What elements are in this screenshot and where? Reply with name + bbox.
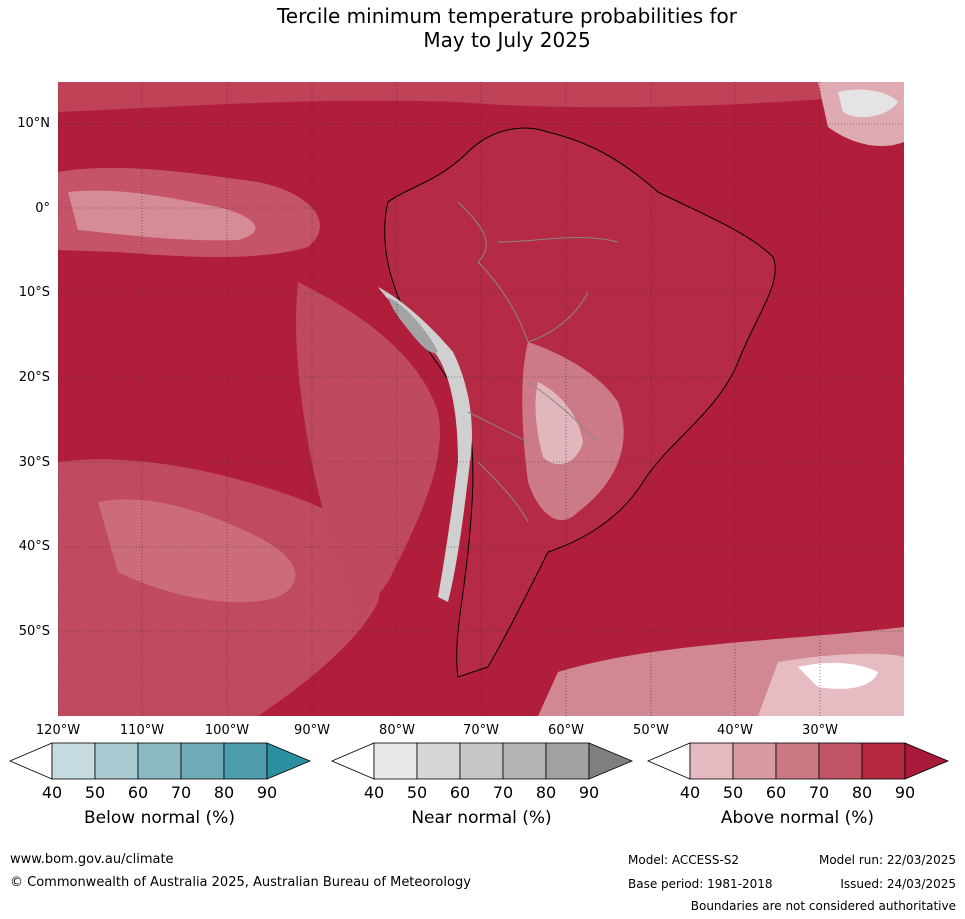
graticule — [58, 82, 904, 716]
footer-disclaimer: Boundaries are not considered authoritat… — [690, 899, 956, 913]
lon-label-120w: 120°W — [35, 723, 81, 738]
pacific-light-patch — [68, 190, 256, 241]
lat-label-0: 0° — [35, 201, 50, 216]
below-normal-swatch-3 — [137, 742, 182, 780]
above-normal-label: Above normal (%) — [720, 808, 875, 828]
below-normal-tick-40: 40 — [41, 783, 63, 802]
south-pacific-light — [98, 499, 296, 603]
footer-base-period: Base period: 1981-2018 — [628, 877, 773, 891]
above-normal-colorbar — [647, 742, 950, 780]
below-normal-swatch-min — [9, 742, 53, 780]
near-normal-swatch-5 — [545, 742, 590, 780]
map-svg — [58, 82, 904, 716]
lon-label-70w: 70°W — [463, 723, 499, 738]
near-normal-swatch-3 — [459, 742, 504, 780]
near-normal-swatch-4 — [502, 742, 547, 780]
footer-model: Model: ACCESS-S2 — [628, 853, 740, 867]
below-normal-swatch-4 — [180, 742, 225, 780]
near-normal-tick-70: 70 — [492, 783, 514, 802]
above-normal-swatch-3 — [775, 742, 820, 780]
above-normal-swatch-4 — [818, 742, 863, 780]
below-normal-label: Below normal (%) — [84, 808, 235, 828]
inland-pale-region — [535, 382, 583, 465]
near-normal-tick-40: 40 — [363, 783, 385, 802]
above-normal-tick-80: 80 — [851, 783, 873, 802]
above-normal-swatch-max — [904, 742, 950, 780]
south-atlantic-white — [798, 662, 878, 689]
near-normal-tick-50: 50 — [406, 783, 428, 802]
lon-label-110w: 110°W — [119, 723, 165, 738]
lat-label-50s: 50°S — [18, 624, 50, 639]
below-normal-tick-70: 70 — [170, 783, 192, 802]
above-normal-tick-40: 40 — [679, 783, 701, 802]
title-line-2: May to July 2025 — [423, 28, 591, 52]
lat-label-10n: 10°N — [17, 116, 50, 131]
near-normal-swatch-2 — [416, 742, 461, 780]
andes-near-normal — [378, 287, 473, 602]
near-normal-swatch-max — [588, 742, 634, 780]
below-normal-swatch-max — [266, 742, 312, 780]
footer-model-run: Model run: 22/03/2025 — [818, 853, 956, 867]
lon-label-60w: 60°W — [548, 723, 584, 738]
below-normal-tick-60: 60 — [127, 783, 149, 802]
above-normal-tick-70: 70 — [808, 783, 830, 802]
below-normal-tick-50: 50 — [84, 783, 106, 802]
lon-label-50w: 50°W — [633, 723, 669, 738]
lat-label-20s: 20°S — [18, 370, 50, 385]
below-normal-tick-90: 90 — [256, 783, 278, 802]
lon-label-40w: 40°W — [717, 723, 753, 738]
below-normal-swatch-5 — [223, 742, 268, 780]
below-normal-tick-80: 80 — [213, 783, 235, 802]
near-normal-tick-90: 90 — [578, 783, 600, 802]
lon-label-30w: 30°W — [802, 723, 838, 738]
map-title: Tercile minimum temperature probabilitie… — [0, 4, 965, 52]
footer-website: www.bom.gov.au/climate — [10, 852, 174, 867]
probability-map — [58, 82, 904, 716]
title-line-1: Tercile minimum temperature probabilitie… — [276, 4, 738, 28]
above-normal-tick-60: 60 — [765, 783, 787, 802]
below-normal-swatch-2 — [94, 742, 139, 780]
above-normal-tick-90: 90 — [894, 783, 916, 802]
below-normal-colorbar — [9, 742, 312, 780]
footer-copyright: © Commonwealth of Australia 2025, Austra… — [10, 875, 471, 890]
pacific-coast-band — [296, 282, 440, 622]
above-normal-swatch-1 — [689, 742, 734, 780]
above-normal-swatch-5 — [861, 742, 906, 780]
lon-label-90w: 90°W — [294, 723, 330, 738]
lat-label-40s: 40°S — [18, 539, 50, 554]
near-normal-tick-60: 60 — [449, 783, 471, 802]
near-normal-swatch-min — [331, 742, 375, 780]
near-normal-label: Near normal (%) — [411, 808, 552, 828]
above-normal-swatch-2 — [732, 742, 777, 780]
below-normal-swatch-1 — [51, 742, 96, 780]
lon-label-80w: 80°W — [379, 723, 415, 738]
near-normal-swatch-1 — [373, 742, 418, 780]
lat-label-30s: 30°S — [18, 455, 50, 470]
andes-dark-grey — [388, 297, 438, 353]
above-normal-tick-50: 50 — [722, 783, 744, 802]
footer-issued: Issued: 24/03/2025 — [840, 877, 956, 891]
caribbean-grey — [838, 89, 898, 118]
lat-label-10s: 10°S — [18, 285, 50, 300]
lon-label-100w: 100°W — [204, 723, 250, 738]
near-normal-tick-80: 80 — [535, 783, 557, 802]
country-borders — [457, 201, 619, 523]
near-normal-colorbar — [331, 742, 634, 780]
above-normal-swatch-min — [647, 742, 691, 780]
